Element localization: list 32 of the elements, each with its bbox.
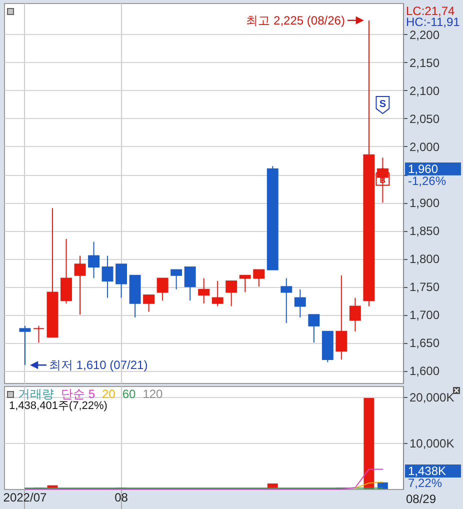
- y-tick-label: 1,650: [410, 336, 440, 350]
- y-tick-label: 10,000K: [410, 436, 454, 451]
- annotation: 최고 2,225 (08/26): [246, 13, 345, 28]
- y-tick-label: 2,150: [410, 56, 440, 70]
- text: 7,22%: [408, 476, 442, 490]
- y-tick-label: 1,900: [410, 196, 440, 210]
- y-tick-label: 2,000: [410, 140, 440, 154]
- text: 단순 5: [61, 387, 96, 401]
- y-tick-label: 1,700: [410, 308, 440, 322]
- annotation: S: [379, 99, 386, 110]
- y-tick-label: 2,100: [410, 84, 440, 98]
- text: HC:-11,91: [406, 15, 460, 29]
- y-tick-label: 2,200: [410, 28, 440, 42]
- text: 1,438K: [408, 464, 446, 478]
- legend-title: 거래량: [18, 387, 54, 401]
- legend-label: 120: [142, 387, 164, 401]
- x-tick-label: 2022/07: [3, 490, 47, 504]
- x-tick-label: 08: [114, 490, 128, 504]
- text: 20: [102, 387, 116, 401]
- text: LC:21,74: [406, 4, 456, 18]
- annotation: 1,438,401주(7,22%): [9, 400, 108, 412]
- annotation: 최저 1,610 (07/21): [48, 358, 148, 372]
- y-tick-label: 1,600: [410, 364, 440, 378]
- text: -1,26%: [408, 174, 446, 188]
- text: 08/29: [406, 492, 436, 506]
- y-tick-label: 1,750: [410, 280, 440, 294]
- y-tick-label: 2,050: [410, 112, 440, 126]
- text: 60: [122, 387, 136, 401]
- text: 1,960: [408, 162, 438, 176]
- y-tick-label: 20,000K: [410, 390, 454, 405]
- y-tick-label: 1,800: [410, 252, 440, 266]
- y-tick-label: 1,850: [410, 224, 440, 238]
